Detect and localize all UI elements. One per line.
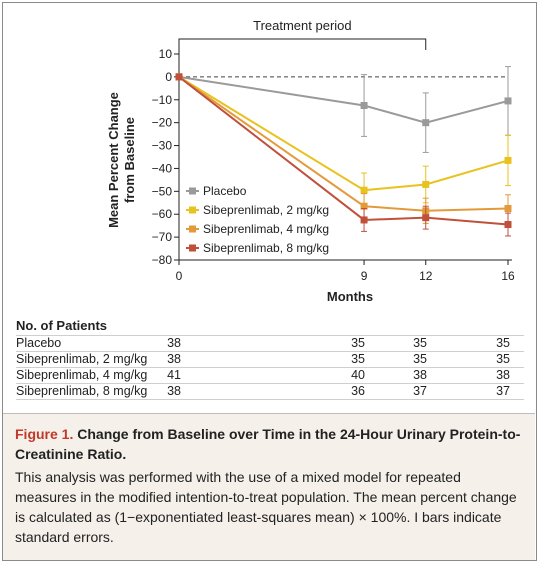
- patients-count: 35: [351, 336, 365, 350]
- patients-count: 38: [167, 336, 181, 350]
- patients-count: 38: [496, 368, 510, 382]
- data-point: [504, 221, 512, 229]
- y-tick-label: −40: [152, 161, 173, 175]
- treatment-bracket: [178, 38, 427, 50]
- patients-table: No. of Patients Placebo 38 35 35 35 Sibeprenl…: [16, 318, 524, 400]
- y-tick-label: 0: [165, 70, 172, 84]
- legend-marker: [189, 244, 196, 252]
- legend-marker: [189, 225, 196, 233]
- legend-marker: [189, 206, 196, 214]
- patients-count: 40: [351, 368, 365, 382]
- patients-count: 37: [413, 384, 427, 398]
- patients-row: Sibeprenlimab, 4 mg/kg 41 40 38 38: [16, 367, 524, 383]
- y-tick-label: −60: [152, 207, 173, 221]
- legend-marker: [189, 187, 196, 195]
- y-tick-label: −80: [152, 253, 173, 267]
- data-point: [360, 202, 368, 210]
- series-line: [178, 76, 509, 212]
- data-point: [360, 216, 368, 224]
- patients-count: 38: [413, 368, 427, 382]
- treatment-period-label: Treatment period: [253, 18, 352, 33]
- series-line: [178, 76, 509, 192]
- x-tick-label: 9: [361, 269, 368, 283]
- data-point: [360, 186, 368, 194]
- patients-count: 35: [413, 336, 427, 350]
- legend-label: Sibeprenlimab, 8 mg/kg: [203, 241, 329, 255]
- data-point: [175, 73, 183, 81]
- data-point: [360, 102, 368, 109]
- data-point: [504, 205, 512, 212]
- patients-count: 37: [496, 384, 510, 398]
- caption-body: This analysis was performed with the use…: [15, 469, 517, 545]
- patients-row-label: Sibeprenlimab, 2 mg/kg: [16, 352, 148, 366]
- series-line: [178, 76, 509, 226]
- y-axis-label: Mean Percent Change: [106, 92, 121, 228]
- y-tick-label: −20: [152, 116, 173, 130]
- caption-title-text: Change from Baseline over Time in the 24…: [15, 426, 521, 462]
- patients-count: 35: [496, 352, 510, 366]
- patients-count: 41: [167, 368, 181, 382]
- patients-row: Sibeprenlimab, 8 mg/kg 38 36 37 37: [16, 383, 524, 400]
- data-point: [504, 97, 512, 105]
- y-tick-label: 10: [159, 47, 173, 61]
- x-tick-label: 16: [501, 269, 515, 283]
- patients-table-header: No. of Patients: [16, 318, 108, 333]
- data-point: [504, 156, 512, 164]
- line-chart: 100−10−20−30−40−50−60−70−800 9 12 16MonthsM…: [106, 18, 515, 304]
- patients-row-label: Placebo: [16, 336, 62, 350]
- legend-label: Placebo: [203, 184, 247, 198]
- x-tick-label: 12: [419, 269, 433, 283]
- y-tick-label: −50: [152, 184, 173, 198]
- data-point: [422, 214, 430, 222]
- patients-count: 38: [167, 352, 181, 366]
- x-axis-label: Months: [327, 289, 373, 304]
- y-tick-label: −30: [152, 139, 173, 153]
- x-tick-label: 0: [176, 269, 183, 283]
- y-tick-label: −10: [152, 93, 173, 107]
- y-axis-label-line2: from Baseline: [122, 117, 137, 203]
- patients-count: 35: [496, 336, 510, 350]
- caption-title: Figure 1. Change from Baseline over Time…: [15, 424, 523, 464]
- figure-frame: [2, 2, 537, 561]
- patients-row-label: Sibeprenlimab, 4 mg/kg: [16, 368, 148, 382]
- patients-count: 36: [351, 384, 365, 398]
- patients-row-label: Sibeprenlimab, 8 mg/kg: [16, 384, 148, 398]
- legend-label: Sibeprenlimab, 2 mg/kg: [203, 203, 329, 217]
- y-tick-label: −70: [152, 230, 173, 244]
- series-line: [178, 75, 509, 124]
- patients-row: Sibeprenlimab, 2 mg/kg 38 35 35 35: [16, 351, 524, 367]
- patients-count: 35: [413, 352, 427, 366]
- patients-count: 35: [351, 352, 365, 366]
- figure-caption: Figure 1. Change from Baseline over Time…: [3, 413, 535, 560]
- patients-row: Placebo 38 35 35 35: [16, 335, 524, 351]
- data-point: [422, 180, 430, 188]
- legend-label: Sibeprenlimab, 4 mg/kg: [203, 222, 329, 236]
- data-point: [422, 119, 430, 127]
- figure-label: Figure 1.: [15, 426, 74, 442]
- patients-count: 38: [167, 384, 181, 398]
